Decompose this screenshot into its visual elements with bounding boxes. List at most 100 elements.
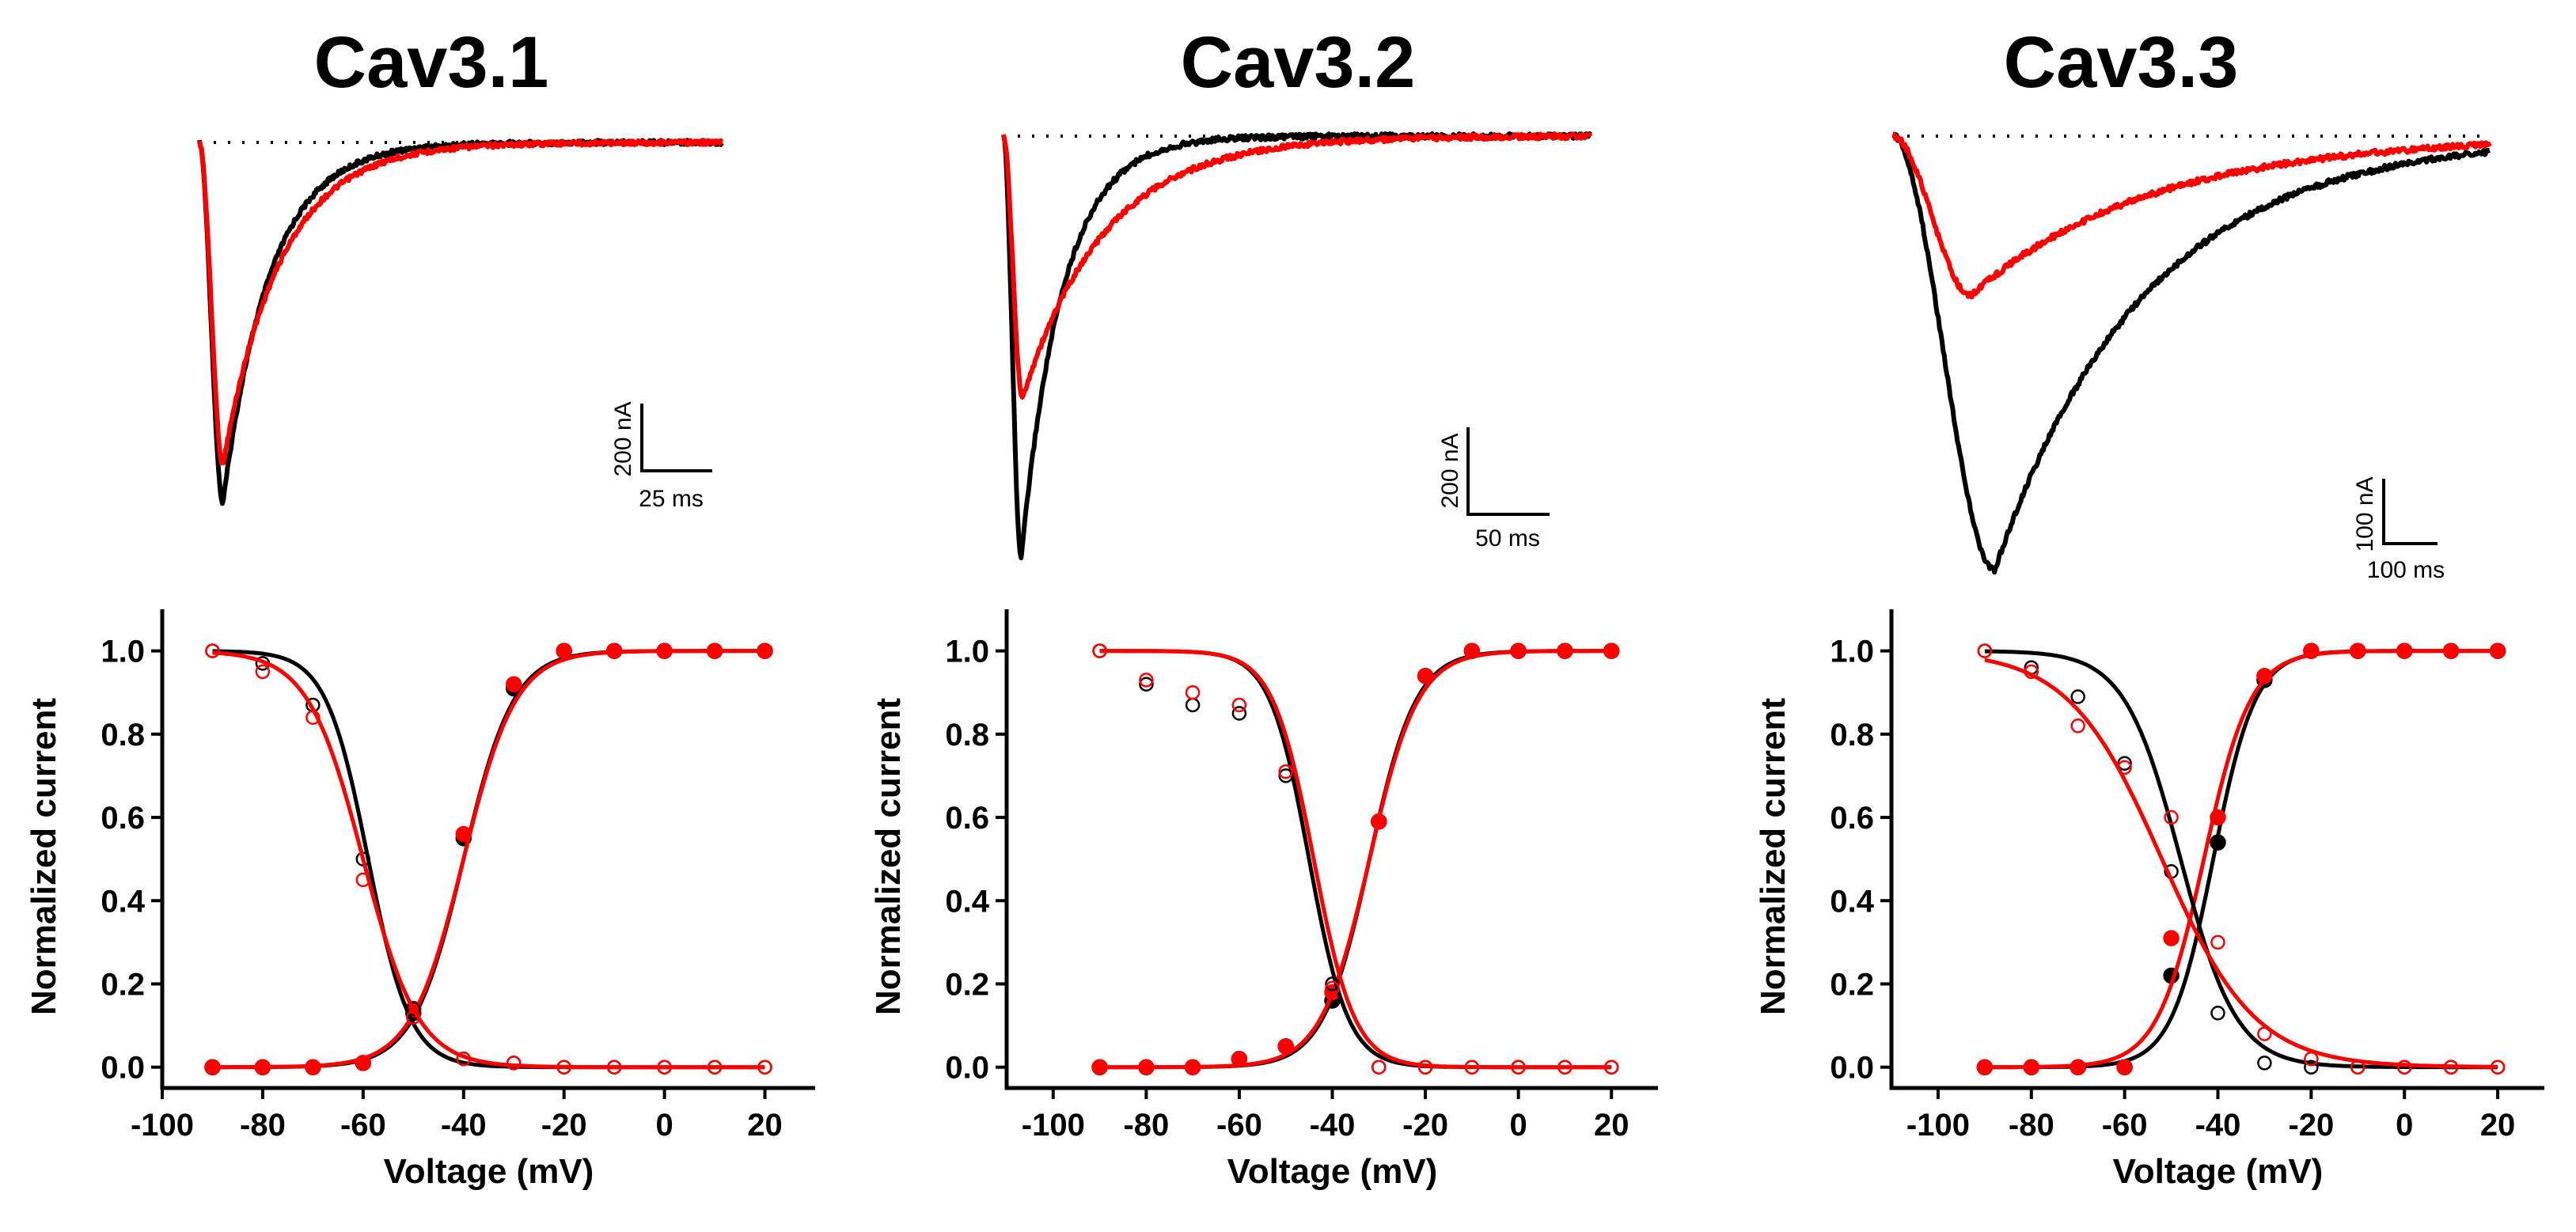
point-inactivation-mutant (2117, 760, 2132, 775)
point-inactivation-mutant (2164, 809, 2179, 825)
y-tick-label: 0.4 (1830, 884, 1874, 919)
y-tick-label: 0.4 (101, 884, 145, 919)
point-inactivation-control (2304, 1060, 2319, 1075)
point-activation-mutant (305, 1059, 321, 1075)
x-tick-label: -40 (1310, 1108, 1356, 1143)
y-tick-label: 0.0 (1830, 1051, 1874, 1086)
point-inactivation-control (1325, 976, 1340, 991)
y-tick-label: 0.8 (1830, 718, 1874, 752)
point-inactivation-mutant (1231, 697, 1247, 713)
scale-bar-cav32: 200 nA 50 ms (1437, 427, 1550, 552)
point-activation-mutant (204, 1059, 221, 1075)
y-tick-label: 1.0 (1830, 635, 1874, 669)
point-inactivation-mutant (1278, 764, 1293, 779)
fit-activation-control (1099, 649, 1612, 1070)
point-inactivation-mutant (506, 1056, 522, 1071)
x-tick-label: -20 (1402, 1108, 1448, 1143)
point-inactivation-mutant (406, 1010, 421, 1025)
y-axis-label: Normalized current (1754, 698, 1793, 1015)
x-tick-label: -100 (131, 1108, 194, 1143)
x-tick-label: 0 (1510, 1108, 1527, 1143)
trace-mutant (197, 138, 724, 465)
point-inactivation-mutant (1603, 1060, 1619, 1075)
panel-title-cav33: Cav3.3 (2004, 22, 2239, 103)
point-inactivation-mutant (1325, 980, 1340, 995)
point-inactivation-mutant (1977, 643, 1993, 658)
point-inactivation-mutant (2070, 718, 2085, 734)
point-activation-mutant (1510, 643, 1527, 659)
point-activation-mutant (1371, 813, 1387, 830)
point-inactivation-control (2117, 756, 2132, 771)
point-inactivation-mutant (707, 1060, 723, 1075)
point-inactivation-mutant (305, 710, 321, 726)
fit-inactivation-control (1099, 649, 1612, 1070)
point-activation-mutant (2070, 1059, 2086, 1075)
point-inactivation-control (2257, 1056, 2272, 1071)
y-tick-label: 0.2 (101, 967, 145, 1002)
point-inactivation-mutant (2443, 1060, 2459, 1075)
scale-bar-x-label: 100 ms (2367, 557, 2445, 583)
point-inactivation-mutant (2490, 1060, 2506, 1075)
iv-plot-cav33: 0.0 0.2 0.4 0.6 0.8 1.0 -100 -80 -60 -40 -20 0 20 Vol… (1754, 609, 2544, 1191)
fit-activation-mutant (1099, 649, 1612, 1070)
y-tick-label: 0.2 (1830, 967, 1874, 1002)
scale-bar-x-label: 50 ms (1475, 525, 1540, 552)
point-activation-mutant (1184, 1059, 1201, 1075)
point-inactivation-mutant (606, 1060, 622, 1075)
x-tick-label: -80 (240, 1108, 286, 1143)
point-activation-mutant (2116, 1059, 2133, 1075)
fit-inactivation-control (212, 649, 765, 1070)
scale-bar-cav31: 200 nA 25 ms (610, 401, 712, 512)
y-axis-label: Normalized current (25, 698, 63, 1015)
trace-control (1001, 131, 1592, 561)
point-activation-mutant (1138, 1059, 1155, 1075)
point-inactivation-control (1185, 697, 1201, 713)
point-activation-mutant (2350, 643, 2366, 659)
x-tick-label: -80 (1123, 1108, 1169, 1143)
x-axis-label: Voltage (mV) (384, 1152, 594, 1191)
point-inactivation-mutant (757, 1060, 772, 1075)
point-inactivation-mutant (2396, 1060, 2412, 1075)
point-activation-mutant (2163, 930, 2180, 946)
point-activation-mutant (2303, 643, 2320, 659)
point-inactivation-mutant (255, 664, 271, 680)
point-inactivation-mutant (1139, 673, 1154, 688)
point-activation-mutant (2210, 809, 2226, 826)
y-tick-label: 0.8 (945, 718, 989, 752)
x-tick-label: 20 (1594, 1108, 1629, 1143)
x-tick-label: -20 (541, 1108, 587, 1143)
x-tick-label: -100 (1906, 1108, 1970, 1143)
scale-bar-y-label: 200 nA (1437, 433, 1463, 508)
point-inactivation-mutant (1092, 643, 1107, 658)
y-axis-label: Normalized current (869, 698, 908, 1015)
trace-panel-cav31 (197, 138, 724, 506)
axes (1889, 609, 2544, 1090)
point-activation-mutant (605, 643, 623, 659)
scale-bar-y-label: 200 nA (610, 401, 636, 476)
point-inactivation-mutant (355, 872, 371, 888)
panel-title-cav31: Cav3.1 (314, 22, 549, 103)
trace-mutant (1891, 131, 2492, 300)
scale-bar-x-label: 25 ms (639, 486, 704, 512)
point-activation-mutant (656, 643, 673, 659)
y-tick-label: 0.0 (945, 1051, 989, 1086)
x-tick-label: 20 (747, 1108, 783, 1143)
point-inactivation-control (406, 1001, 421, 1017)
point-inactivation-mutant (2257, 1026, 2272, 1041)
point-inactivation-mutant (2304, 1051, 2319, 1067)
x-tick-label: 0 (2396, 1108, 2413, 1143)
point-inactivation-mutant (1417, 1060, 1433, 1075)
point-inactivation-mutant (1185, 684, 1201, 700)
y-tick-label: 1.0 (945, 635, 989, 669)
point-inactivation-control (1278, 768, 1293, 783)
point-activation-mutant (1091, 1059, 1108, 1075)
point-activation-mutant (505, 676, 522, 692)
iv-plot-cav32: 0.0 0.2 0.4 0.6 0.8 1.0 -100 -80 -60 -40 -20 0 20 Vol… (869, 609, 1658, 1191)
fit-activation-mutant (212, 649, 765, 1070)
point-inactivation-mutant (657, 1060, 672, 1075)
point-activation-mutant (2256, 667, 2273, 684)
point-activation-mutant (1231, 1050, 1248, 1067)
point-activation-mutant (1277, 1038, 1294, 1055)
point-activation-mutant (757, 643, 773, 659)
axes (1004, 609, 1658, 1090)
